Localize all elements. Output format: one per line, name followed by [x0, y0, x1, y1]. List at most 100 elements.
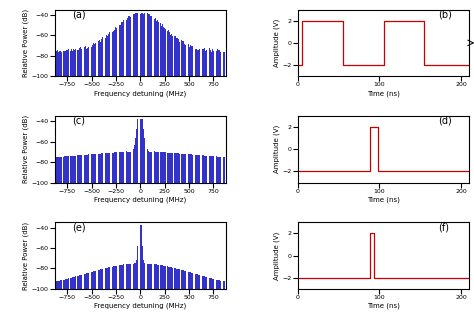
- Bar: [157, 152, 158, 183]
- Bar: [168, 153, 169, 183]
- Bar: [78, 276, 79, 289]
- Bar: [181, 40, 182, 76]
- Bar: [90, 154, 91, 183]
- Bar: [193, 273, 194, 289]
- Bar: [73, 49, 74, 76]
- Bar: [108, 34, 109, 76]
- Bar: [98, 41, 99, 76]
- Bar: [217, 280, 218, 289]
- Bar: [176, 269, 177, 289]
- Bar: [75, 276, 76, 289]
- Bar: [163, 152, 164, 183]
- Bar: [185, 154, 186, 183]
- Bar: [67, 50, 68, 76]
- Bar: [126, 152, 127, 183]
- Bar: [209, 156, 210, 183]
- Bar: [130, 264, 131, 289]
- Bar: [92, 154, 93, 183]
- Bar: [105, 153, 106, 183]
- Bar: [150, 152, 151, 183]
- Bar: [59, 281, 60, 289]
- Bar: [195, 155, 196, 183]
- Text: (e): (e): [72, 222, 85, 232]
- Bar: [68, 49, 69, 76]
- Bar: [113, 31, 114, 76]
- Bar: [85, 274, 86, 289]
- Bar: [177, 153, 178, 183]
- Bar: [171, 153, 172, 183]
- Bar: [218, 280, 219, 289]
- Bar: [108, 267, 109, 289]
- Bar: [180, 42, 181, 76]
- Bar: [134, 14, 135, 76]
- Bar: [107, 153, 108, 183]
- Bar: [94, 271, 95, 289]
- Bar: [193, 155, 194, 183]
- Bar: [213, 279, 214, 289]
- Bar: [58, 157, 59, 183]
- Bar: [143, 129, 144, 183]
- Bar: [74, 50, 75, 76]
- Bar: [138, 225, 139, 289]
- Bar: [176, 39, 177, 76]
- Bar: [141, 119, 142, 183]
- Bar: [57, 157, 58, 183]
- Bar: [82, 155, 83, 183]
- Bar: [63, 51, 64, 76]
- Bar: [135, 13, 136, 76]
- Bar: [157, 265, 158, 289]
- Text: (a): (a): [72, 10, 85, 20]
- Bar: [127, 264, 128, 289]
- Bar: [123, 20, 124, 76]
- Bar: [186, 43, 187, 76]
- Bar: [155, 18, 156, 76]
- Bar: [148, 151, 149, 183]
- Bar: [126, 264, 127, 289]
- Bar: [115, 266, 116, 289]
- Bar: [71, 49, 72, 76]
- Bar: [59, 51, 60, 76]
- Bar: [70, 156, 71, 183]
- Bar: [198, 275, 199, 289]
- Bar: [183, 41, 184, 76]
- Bar: [184, 271, 185, 289]
- Y-axis label: Amplitude (V): Amplitude (V): [273, 125, 280, 173]
- Bar: [206, 156, 207, 183]
- Bar: [210, 156, 211, 183]
- Bar: [103, 37, 104, 76]
- Bar: [121, 152, 122, 183]
- Bar: [88, 154, 89, 183]
- Bar: [205, 156, 206, 183]
- Bar: [98, 154, 99, 183]
- Bar: [86, 273, 87, 289]
- Bar: [105, 38, 106, 76]
- Bar: [140, 14, 141, 76]
- Bar: [133, 264, 134, 289]
- Bar: [208, 49, 209, 76]
- Bar: [183, 154, 184, 183]
- Bar: [109, 32, 110, 76]
- Bar: [223, 52, 224, 76]
- Bar: [123, 265, 124, 289]
- Bar: [143, 14, 144, 76]
- Bar: [195, 49, 196, 76]
- Bar: [196, 155, 197, 183]
- Bar: [66, 50, 67, 76]
- Y-axis label: Amplitude (V): Amplitude (V): [273, 231, 280, 280]
- Bar: [103, 269, 104, 289]
- Bar: [67, 279, 68, 289]
- Bar: [138, 14, 139, 76]
- Bar: [171, 34, 172, 76]
- Bar: [150, 264, 151, 289]
- Bar: [72, 51, 73, 76]
- X-axis label: Frequency detuning (MHz): Frequency detuning (MHz): [94, 90, 186, 97]
- X-axis label: Time (ns): Time (ns): [367, 90, 400, 97]
- Bar: [101, 269, 102, 289]
- Bar: [184, 154, 185, 183]
- Bar: [79, 48, 80, 76]
- Bar: [57, 281, 58, 289]
- Bar: [220, 51, 221, 76]
- Bar: [55, 51, 56, 76]
- Bar: [198, 155, 199, 183]
- Bar: [191, 154, 192, 183]
